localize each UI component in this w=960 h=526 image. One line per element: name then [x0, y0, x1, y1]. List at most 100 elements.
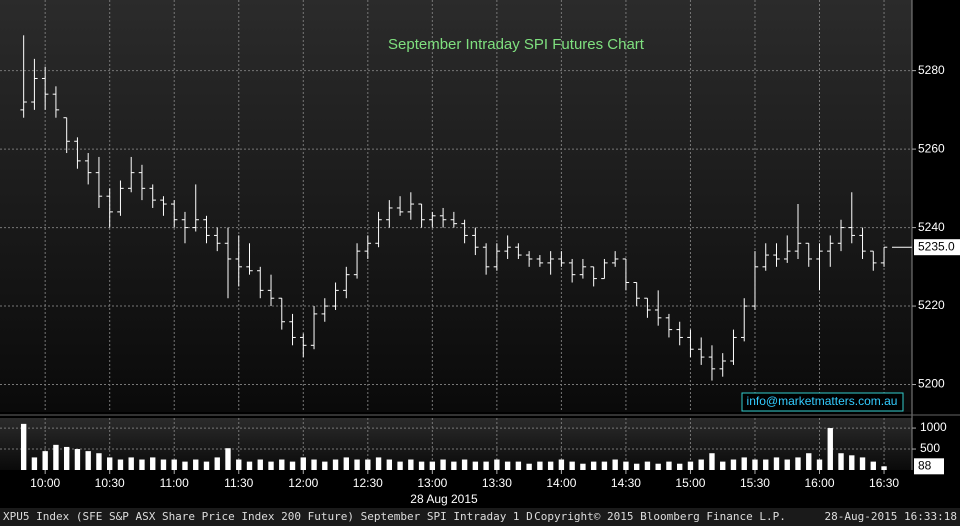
volume-bar [547, 461, 554, 470]
volume-bar [42, 451, 48, 470]
x-tick-label: 11:30 [224, 476, 253, 490]
volume-bar [343, 457, 349, 470]
volume-bar [451, 461, 457, 470]
y2-tick-label: 1000 [920, 420, 947, 434]
volume-bar [139, 459, 145, 470]
volume-bar [461, 459, 468, 470]
volume-bar [558, 459, 565, 470]
date-label: 28 Aug 2015 [410, 492, 478, 506]
footer-left: XPU5 Index (SFE S&P ASX Share Price Inde… [3, 510, 533, 523]
volume-bar [365, 459, 371, 470]
x-tick-label: 16:30 [869, 476, 899, 490]
volume-bar [773, 457, 780, 470]
volume-bar [257, 459, 263, 470]
volume-bar [720, 461, 726, 470]
volume-bar [504, 461, 511, 470]
volume-bar [623, 461, 629, 470]
volume-bar [601, 461, 608, 470]
volume-bar [354, 459, 360, 470]
volume-bar [709, 453, 715, 470]
volume-bar [515, 461, 522, 470]
volume-bar [332, 459, 339, 470]
volume-bar [289, 461, 296, 470]
volume-bar [859, 457, 866, 470]
y-tick-label: 5280 [918, 63, 945, 77]
volume-bar [483, 461, 489, 470]
volume-bar [85, 451, 91, 470]
volume-bar [160, 459, 167, 470]
chart-title: September Intraday SPI Futures Chart [388, 36, 645, 53]
volume-bar [633, 463, 640, 470]
y-tick-label: 5260 [918, 141, 945, 155]
volume-bar [171, 459, 177, 470]
volume-bar [300, 457, 306, 470]
volume-bar [182, 461, 188, 470]
volume-bar [429, 461, 436, 470]
last-volume-label: 88 [918, 458, 932, 472]
x-tick-label: 14:30 [611, 476, 641, 490]
volume-bar [590, 461, 597, 470]
x-tick-label: 11:00 [160, 476, 189, 490]
volume-bar [63, 446, 70, 470]
y-tick-label: 5220 [918, 298, 945, 312]
volume-bar [752, 459, 758, 470]
volume-bar [203, 461, 210, 470]
volume-bar [107, 457, 113, 470]
x-tick-label: 16:00 [804, 476, 834, 490]
volume-bar [236, 459, 242, 470]
volume-bar [96, 453, 102, 470]
volume-bar [397, 461, 403, 470]
x-tick-label: 10:00 [30, 476, 60, 490]
x-tick-label: 14:00 [546, 476, 576, 490]
volume-bar [375, 457, 382, 470]
x-tick-label: 15:30 [740, 476, 770, 490]
volume-bar [279, 459, 285, 470]
x-tick-label: 15:00 [675, 476, 705, 490]
volume-bar [246, 461, 253, 470]
volume-bar [150, 457, 156, 470]
x-tick-label: 13:30 [482, 476, 512, 490]
volume-bar [537, 461, 543, 470]
volume-bar [31, 457, 38, 470]
volume-bar [795, 457, 801, 470]
marks [20, 35, 888, 470]
volume-bar [214, 457, 220, 470]
last-price-label: 5235.0 [918, 239, 955, 253]
last-volume-box [914, 458, 944, 475]
volume-bar [741, 457, 747, 470]
x-tick-label: 12:30 [353, 476, 383, 490]
x-tick-label: 13:00 [417, 476, 447, 490]
x-tick-label: 10:30 [95, 476, 125, 490]
volume-bar [53, 444, 59, 470]
volume-bar [386, 459, 393, 470]
volume-bar [816, 459, 823, 470]
footer-band [0, 508, 960, 526]
watermark: info@marketmatters.com.au [747, 394, 898, 408]
volume-bar [494, 459, 500, 470]
volume-bar [763, 459, 769, 470]
volume-bar [408, 459, 414, 470]
volume-bar [268, 461, 274, 470]
volume-bar [580, 463, 586, 470]
y-tick-label: 5240 [918, 220, 945, 234]
footer-center: Copyright© 2015 Bloomberg Finance L.P. [534, 510, 786, 523]
x-tick-label: 12:00 [288, 476, 318, 490]
volume-bar [311, 459, 317, 470]
volume-bar [870, 461, 876, 470]
volume-bar [225, 448, 231, 470]
volume-bar [806, 453, 812, 470]
volume-bar [569, 461, 575, 470]
y2-tick-label: 500 [920, 441, 940, 455]
volume-bar [128, 457, 134, 470]
volume-bar [784, 459, 790, 470]
volume-bar [526, 463, 532, 470]
volume-bar [117, 459, 124, 470]
volume-bar [418, 461, 425, 470]
price-panel [0, 0, 912, 412]
volume-bar [322, 461, 328, 470]
volume-bar [666, 461, 672, 470]
volume-bar [644, 461, 651, 470]
volume-bar [74, 449, 81, 470]
volume-bar [730, 459, 737, 470]
